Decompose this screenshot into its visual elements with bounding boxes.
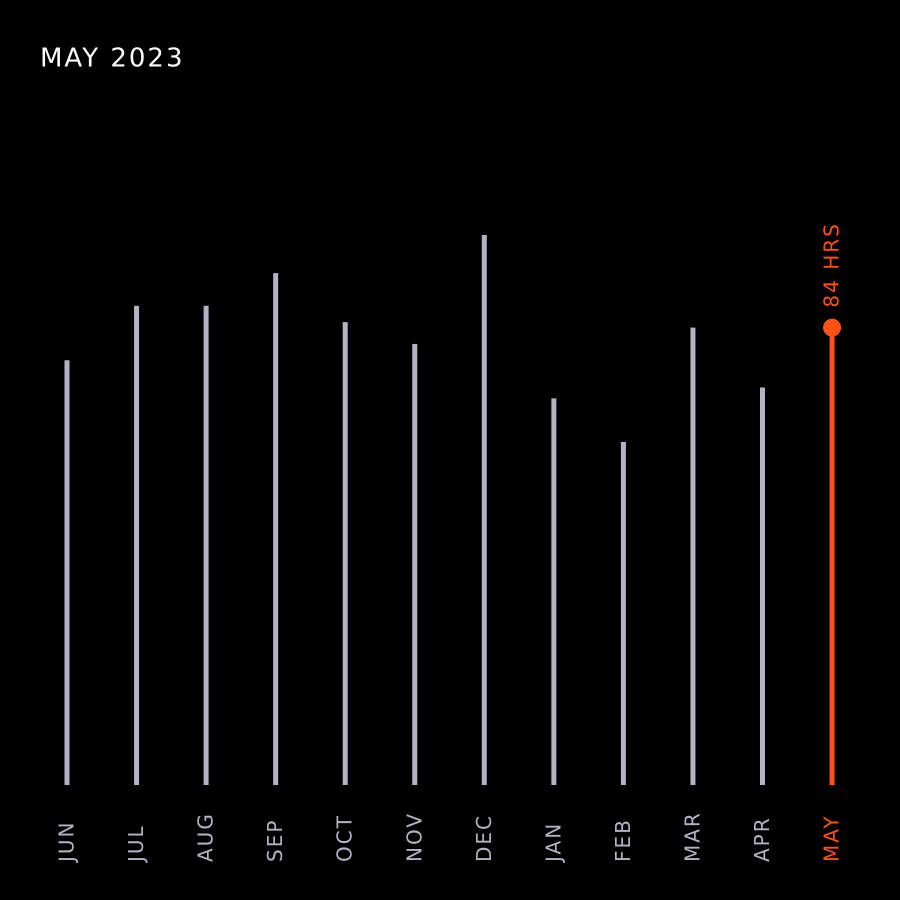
bar xyxy=(760,387,765,785)
value-label: 84 HRS xyxy=(820,222,844,307)
x-tick-label: JUL xyxy=(124,824,148,864)
x-tick-label: SEP xyxy=(263,819,287,862)
x-tick-label: MAR xyxy=(680,811,704,862)
x-tick-label: APR xyxy=(750,816,774,862)
x-tick-label: DEC xyxy=(472,814,496,862)
bar xyxy=(551,398,557,785)
bar xyxy=(342,322,348,785)
chart-title: MAY 2023 xyxy=(40,44,185,74)
bar xyxy=(203,305,209,785)
bar xyxy=(620,441,626,785)
bar xyxy=(134,305,140,785)
x-tick-label: JAN xyxy=(541,822,565,864)
bar xyxy=(273,273,279,785)
bar xyxy=(64,360,70,785)
bar xyxy=(690,327,696,785)
x-tick-label: JUN xyxy=(55,821,79,865)
highlight-dot xyxy=(823,318,842,337)
x-tick-label: MAY xyxy=(820,814,844,862)
x-tick-label: AUG xyxy=(194,812,218,862)
bar xyxy=(412,343,418,785)
x-tick-label: OCT xyxy=(333,814,357,862)
bar xyxy=(481,235,487,785)
x-tick-label: FEB xyxy=(611,818,635,862)
bar xyxy=(829,327,835,785)
x-tick-label: NOV xyxy=(402,812,426,862)
